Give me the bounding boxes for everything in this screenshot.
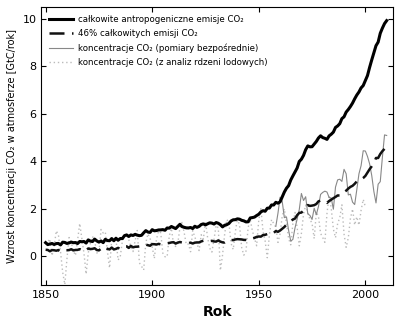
Y-axis label: Wzrost koncentracji CO₂ w atmosferze [GtC/rok]: Wzrost koncentracji CO₂ w atmosferze [Gt… [7, 29, 17, 263]
Legend: całkowite antropogeniczne emisje CO₂, 46% całkowitych emisji CO₂, koncentracje C: całkowite antropogeniczne emisje CO₂, 46… [46, 11, 270, 70]
X-axis label: Rok: Rok [202, 305, 232, 319]
